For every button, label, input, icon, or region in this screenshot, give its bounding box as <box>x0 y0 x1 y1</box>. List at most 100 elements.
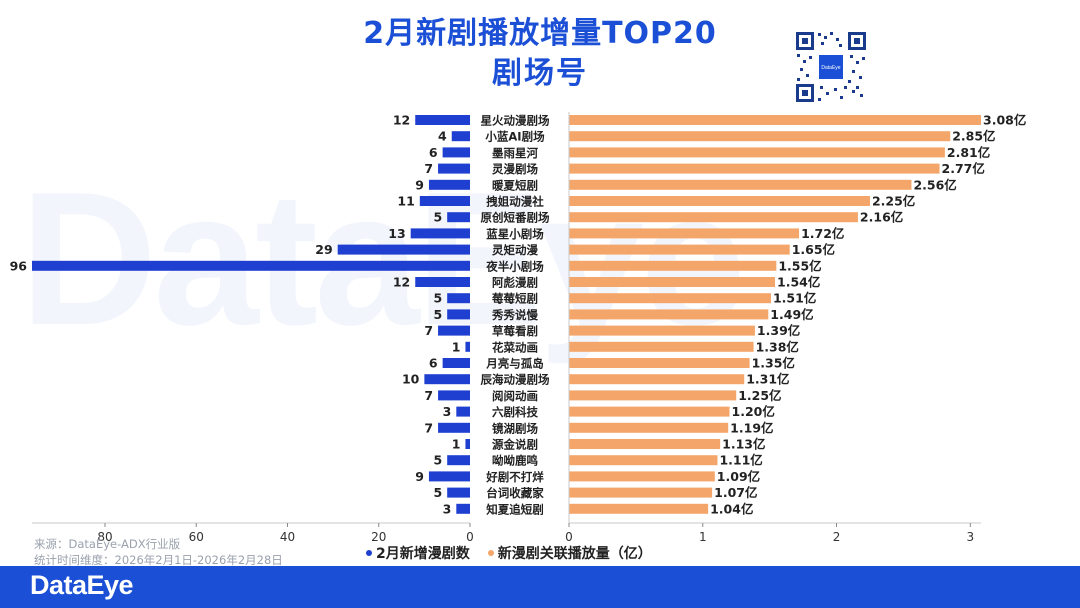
butterfly-bar-chart: 星火动漫剧场小蓝AI剧场墨雨星河灵漫剧场暖夏短剧拽姐动漫社原创短番剧场蓝星小剧场… <box>10 112 1026 544</box>
right-bar-label: 1.49亿 <box>770 307 813 322</box>
right-bar <box>569 455 718 466</box>
right-bar-label: 1.09亿 <box>717 469 760 484</box>
right-bar-label: 2.81亿 <box>947 145 990 160</box>
right-bar-label: 1.72亿 <box>801 226 844 241</box>
left-bar <box>447 293 470 304</box>
right-bar <box>569 471 715 482</box>
right-bar <box>569 341 754 352</box>
category-label: 源金说剧 <box>491 438 538 452</box>
left-bar <box>428 471 470 482</box>
right-bar-label: 1.25亿 <box>738 388 781 403</box>
category-label: 灵漫剧场 <box>492 162 538 176</box>
right-bar-label: 1.11亿 <box>719 453 762 468</box>
left-bar-label: 12 <box>393 113 410 128</box>
left-bar-label: 1 <box>452 437 461 452</box>
right-tick-label: 0 <box>565 530 573 544</box>
category-label: 好剧不打烊 <box>485 470 544 484</box>
category-label: 台词收藏家 <box>486 486 544 500</box>
right-bar-label: 2.16亿 <box>860 210 903 225</box>
category-label: 知夏追短剧 <box>485 502 544 516</box>
right-bar <box>569 293 771 304</box>
right-bar-label: 1.31亿 <box>746 372 789 387</box>
right-bar <box>569 115 981 125</box>
left-bar <box>438 390 470 401</box>
right-bar <box>569 179 912 190</box>
qr-code: DataEye <box>794 30 868 104</box>
right-bar-label: 3.08亿 <box>983 113 1026 128</box>
left-bar-label: 6 <box>429 145 438 160</box>
legend: 2月新增漫剧数 新漫剧关联播放量（亿） <box>366 543 652 563</box>
right-tick-label: 1 <box>699 530 707 544</box>
category-label: 草莓看剧 <box>492 324 538 338</box>
right-bar <box>569 487 713 498</box>
left-bar-label: 1 <box>452 339 461 354</box>
right-bar-label: 1.51亿 <box>773 291 816 306</box>
right-bar <box>569 325 755 336</box>
right-bar-label: 1.35亿 <box>752 356 795 371</box>
left-bar-label: 5 <box>433 210 442 225</box>
left-tick-label: 80 <box>97 530 112 544</box>
left-bar-label: 3 <box>443 404 452 419</box>
left-bar <box>451 131 470 142</box>
category-label: 阿彪漫剧 <box>492 276 538 290</box>
right-bar <box>569 260 777 271</box>
category-label: 呦呦鹿鸣 <box>492 454 538 468</box>
right-bar-label: 2.85亿 <box>952 129 995 144</box>
legend-dot-blue <box>366 550 372 556</box>
left-bar <box>32 260 470 271</box>
right-bar-label: 2.77亿 <box>942 161 985 176</box>
left-bar-label: 7 <box>424 323 433 338</box>
right-bar-label: 1.20亿 <box>732 404 775 419</box>
left-tick-label: 40 <box>280 530 295 544</box>
category-label: 拽姐动漫社 <box>486 195 544 209</box>
category-label: 秀秀说慢 <box>491 308 538 322</box>
left-bar <box>337 244 470 255</box>
category-label: 阅阅动画 <box>492 389 538 403</box>
right-bar <box>569 503 709 514</box>
right-bar <box>569 390 737 401</box>
left-bar <box>442 358 470 368</box>
left-bar-label: 7 <box>424 420 433 435</box>
legend-item-right: 新漫剧关联播放量（亿） <box>487 543 652 563</box>
left-bar <box>410 228 470 239</box>
right-bar <box>569 163 940 174</box>
left-bar-label: 29 <box>315 242 332 257</box>
category-label: 花菜动画 <box>492 340 538 354</box>
left-bar <box>419 196 470 206</box>
source-line-2: 统计时间维度：2026年2月1日-2026年2月28日 <box>34 553 283 567</box>
qr-logo: DataEye <box>821 65 840 71</box>
right-bar <box>569 277 775 287</box>
source-note: 来源：DataEye-ADX行业版 统计时间维度：2026年2月1日-2026年… <box>34 536 283 568</box>
right-bar <box>569 374 745 385</box>
category-label: 镜湖剧场 <box>492 421 538 435</box>
left-bar <box>447 455 470 466</box>
right-bar-label: 2.56亿 <box>913 177 956 192</box>
legend-label-right: 新漫剧关联播放量（亿） <box>497 546 652 562</box>
left-bar <box>415 277 470 287</box>
right-bar <box>569 131 951 142</box>
left-bar-label: 6 <box>429 356 438 371</box>
left-bar-label: 13 <box>388 226 405 241</box>
left-bar <box>465 341 470 352</box>
right-bar-label: 1.55亿 <box>778 258 821 273</box>
legend-item-left: 2月新增漫剧数 <box>366 543 470 563</box>
left-bar-label: 7 <box>424 388 433 403</box>
right-bar <box>569 422 729 433</box>
left-bar-label: 9 <box>415 177 424 192</box>
right-bar <box>569 228 800 239</box>
right-bar-label: 1.07亿 <box>714 485 757 500</box>
left-bar-label: 4 <box>438 129 447 144</box>
category-label: 莓莓短剧 <box>492 292 538 306</box>
left-tick-label: 0 <box>466 530 474 544</box>
category-label: 夜半小剧场 <box>485 259 544 273</box>
category-label: 小蓝AI剧场 <box>484 130 545 144</box>
title-line-2: 剧场号 <box>492 56 588 91</box>
chart-title: 2月新剧播放增量TOP20 剧场号 <box>290 14 790 94</box>
left-bar-label: 11 <box>397 194 414 209</box>
left-bar <box>438 325 470 336</box>
title-line-1: 2月新剧播放增量TOP20 <box>363 16 717 51</box>
category-label: 月亮与孤岛 <box>485 357 544 371</box>
right-bar <box>569 358 750 368</box>
right-tick-label: 3 <box>966 530 974 544</box>
right-bar-label: 1.04亿 <box>710 501 753 516</box>
